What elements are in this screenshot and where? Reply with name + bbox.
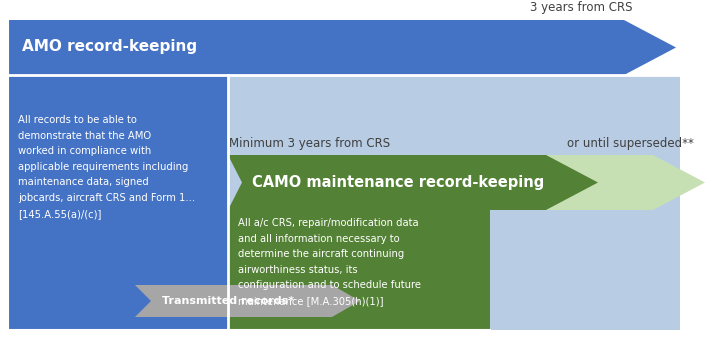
- Text: or until superseded**: or until superseded**: [567, 137, 694, 150]
- Polygon shape: [8, 20, 676, 75]
- Polygon shape: [530, 155, 705, 210]
- FancyBboxPatch shape: [228, 210, 490, 330]
- Text: All records to be able to
demonstrate that the AMO
worked in compliance with
app: All records to be able to demonstrate th…: [18, 115, 195, 219]
- Text: 3 years from CRS: 3 years from CRS: [530, 1, 632, 14]
- FancyBboxPatch shape: [8, 75, 228, 330]
- Text: Transmitted records*: Transmitted records*: [162, 296, 294, 306]
- Text: All a/c CRS, repair/modification data
and all information necessary to
determine: All a/c CRS, repair/modification data an…: [238, 218, 421, 306]
- Polygon shape: [135, 285, 360, 317]
- FancyBboxPatch shape: [228, 75, 680, 330]
- Text: Minimum 3 years from CRS: Minimum 3 years from CRS: [229, 137, 390, 150]
- Polygon shape: [228, 155, 598, 210]
- Text: CAMO maintenance record-keeping: CAMO maintenance record-keeping: [252, 174, 544, 189]
- Text: AMO record-keeping: AMO record-keeping: [22, 39, 197, 54]
